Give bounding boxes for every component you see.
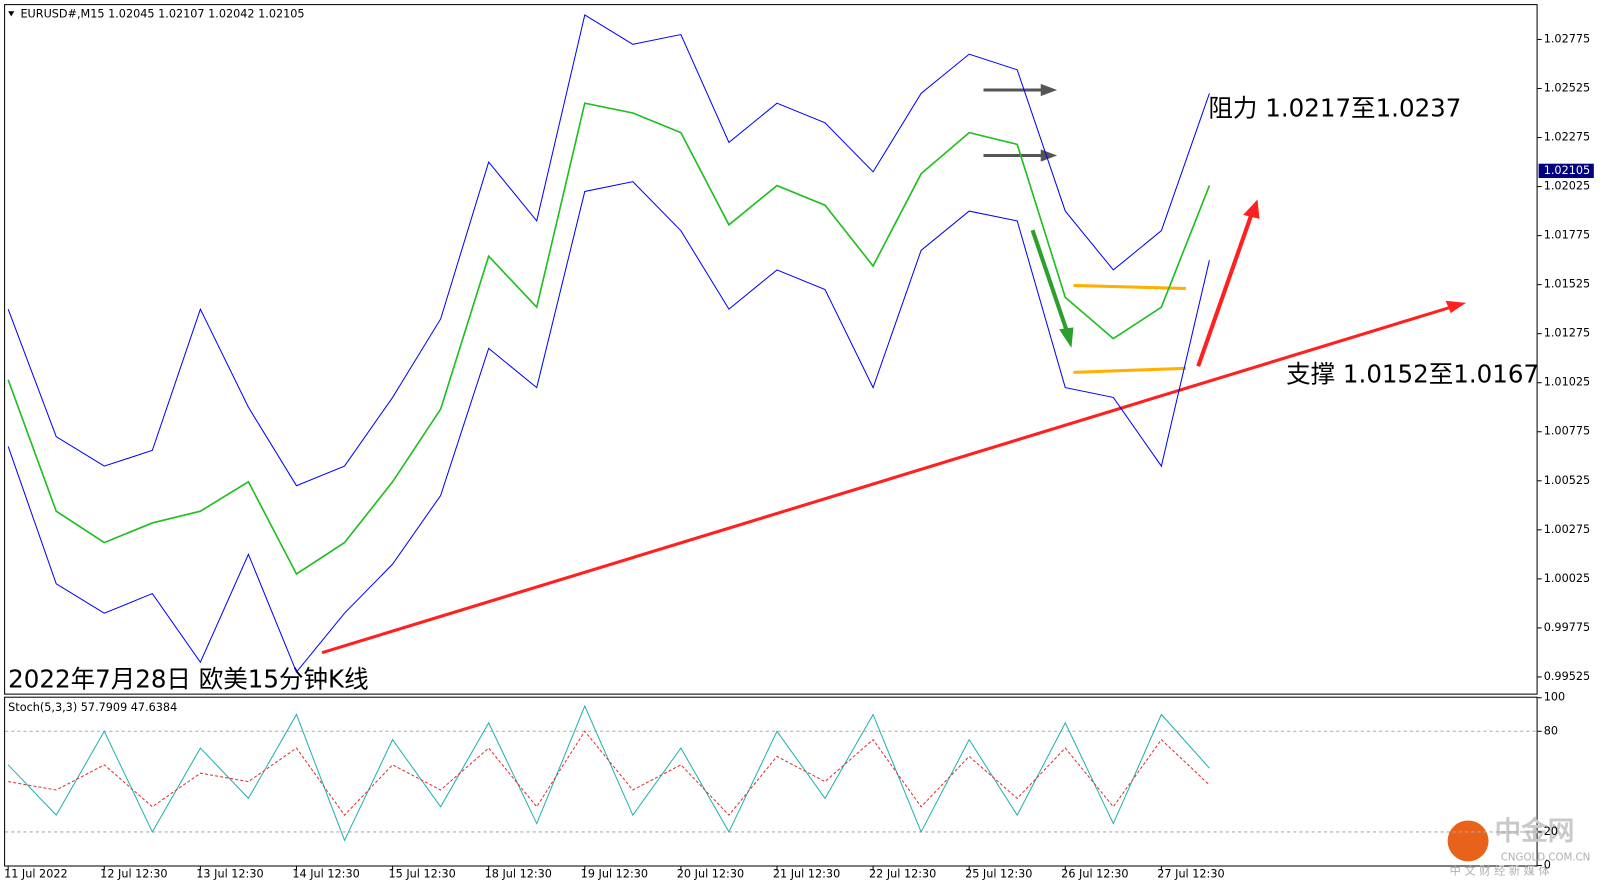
y-tick-label: 1.00025 bbox=[1544, 572, 1590, 585]
x-tick-label: 27 Jul 12:30 bbox=[1157, 868, 1224, 881]
annotation: 支撑 1.0152至1.0167 bbox=[1286, 359, 1539, 388]
arrow-head bbox=[1243, 199, 1260, 219]
main-pane bbox=[4, 4, 1538, 695]
y-tick-label: 100 bbox=[1544, 691, 1565, 704]
price-label: 1.02105 bbox=[1544, 164, 1590, 177]
annotation: 阻力 1.0217至1.0237 bbox=[1208, 93, 1461, 122]
x-tick-label: 18 Jul 12:30 bbox=[485, 868, 552, 881]
series-line bbox=[7, 704, 1210, 842]
y-tick-label: 1.00525 bbox=[1544, 474, 1590, 487]
y-tick-label: 1.02525 bbox=[1544, 81, 1590, 94]
y-tick-label: 0.99775 bbox=[1544, 621, 1590, 634]
x-tick-label: 15 Jul 12:30 bbox=[388, 868, 455, 881]
series-line bbox=[8, 730, 1210, 816]
x-tick-label: 13 Jul 12:30 bbox=[196, 868, 263, 881]
y-tick-label: 20 bbox=[1544, 825, 1558, 838]
arrow-head bbox=[1059, 327, 1074, 348]
down-arrow bbox=[1030, 229, 1070, 334]
y-tick-label: 1.01275 bbox=[1544, 327, 1590, 340]
logo bbox=[1447, 820, 1489, 862]
watermark-site: CNGOLD.COM.CN bbox=[1501, 852, 1591, 863]
y-tick-label: 1.02275 bbox=[1544, 131, 1590, 144]
y-tick-label: 1.00775 bbox=[1544, 425, 1590, 438]
series-line bbox=[7, 14, 1210, 487]
stoch-title: Stoch(5,3,3) 57.7909 47.6384 bbox=[8, 701, 177, 714]
annotation: 2022年7月28日 欧美15分钟K线 bbox=[8, 664, 368, 693]
x-tick-label: 12 Jul 12:30 bbox=[100, 868, 167, 881]
arrow-head bbox=[1040, 83, 1058, 97]
watermark-slogan: 中 文 财 经 新 媒 体 bbox=[1450, 864, 1550, 878]
up-arrow bbox=[1196, 214, 1254, 367]
series-line bbox=[7, 181, 1210, 674]
y-tick-label: 1.01525 bbox=[1544, 278, 1590, 291]
y-tick-label: 1.01025 bbox=[1544, 376, 1590, 389]
y-tick-label: 1.00275 bbox=[1544, 523, 1590, 536]
series-line bbox=[7, 102, 1211, 576]
trend-line bbox=[321, 305, 1453, 655]
menu-triangle bbox=[8, 11, 15, 17]
y-tick-label: 80 bbox=[1544, 724, 1558, 737]
x-tick-label: 22 Jul 12:30 bbox=[869, 868, 936, 881]
x-tick-label: 21 Jul 12:30 bbox=[773, 868, 840, 881]
y-tick-label: 1.01775 bbox=[1544, 229, 1590, 242]
x-tick-label: 25 Jul 12:30 bbox=[965, 868, 1032, 881]
x-tick-label: 19 Jul 12:30 bbox=[581, 868, 648, 881]
y-tick-label: 0.99525 bbox=[1544, 670, 1590, 683]
arrow-head bbox=[1445, 300, 1467, 314]
price-label-box bbox=[1538, 163, 1594, 179]
x-tick-label: 11 Jul 2022 bbox=[4, 868, 68, 881]
range-line bbox=[1073, 366, 1186, 374]
x-tick-label: 20 Jul 12:30 bbox=[677, 868, 744, 881]
y-tick-label: 1.02025 bbox=[1544, 180, 1590, 193]
y-tick-label: 0 bbox=[1544, 858, 1551, 871]
x-tick-label: 14 Jul 12:30 bbox=[292, 868, 359, 881]
stoch-pane bbox=[4, 696, 1538, 867]
range-line bbox=[1073, 283, 1186, 291]
chart-title: EURUSD#,M15 1.02045 1.02107 1.02042 1.02… bbox=[20, 7, 304, 20]
x-tick-label: 26 Jul 12:30 bbox=[1061, 868, 1128, 881]
y-tick-label: 1.02775 bbox=[1544, 32, 1590, 45]
